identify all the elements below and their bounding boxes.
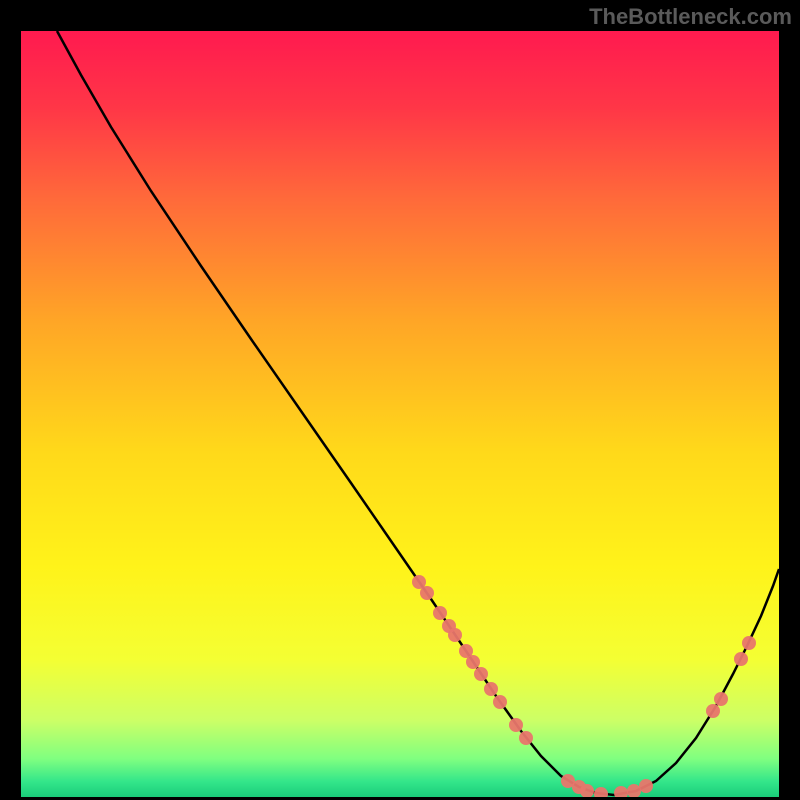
data-marker <box>627 784 641 797</box>
data-marker <box>594 787 608 797</box>
data-marker <box>484 682 498 696</box>
data-marker <box>639 779 653 793</box>
data-marker <box>509 718 523 732</box>
marker-group <box>412 575 756 797</box>
data-marker <box>474 667 488 681</box>
data-marker <box>493 695 507 709</box>
curve-svg <box>21 31 779 797</box>
data-marker <box>734 652 748 666</box>
plot-area <box>21 31 779 797</box>
data-marker <box>519 731 533 745</box>
data-marker <box>466 655 480 669</box>
data-marker <box>420 586 434 600</box>
data-marker <box>448 628 462 642</box>
bottleneck-curve <box>57 31 779 795</box>
data-marker <box>614 786 628 797</box>
data-marker <box>742 636 756 650</box>
data-marker <box>433 606 447 620</box>
data-marker <box>714 692 728 706</box>
watermark-text: TheBottleneck.com <box>589 4 792 30</box>
chart-container: TheBottleneck.com <box>0 0 800 800</box>
data-marker <box>706 704 720 718</box>
